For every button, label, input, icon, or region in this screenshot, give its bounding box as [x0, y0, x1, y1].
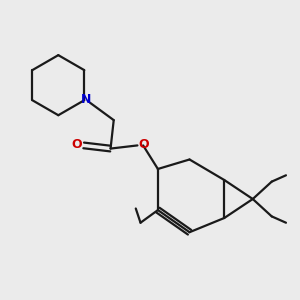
Text: O: O	[71, 138, 82, 151]
Text: O: O	[138, 138, 149, 151]
Text: N: N	[81, 93, 91, 106]
